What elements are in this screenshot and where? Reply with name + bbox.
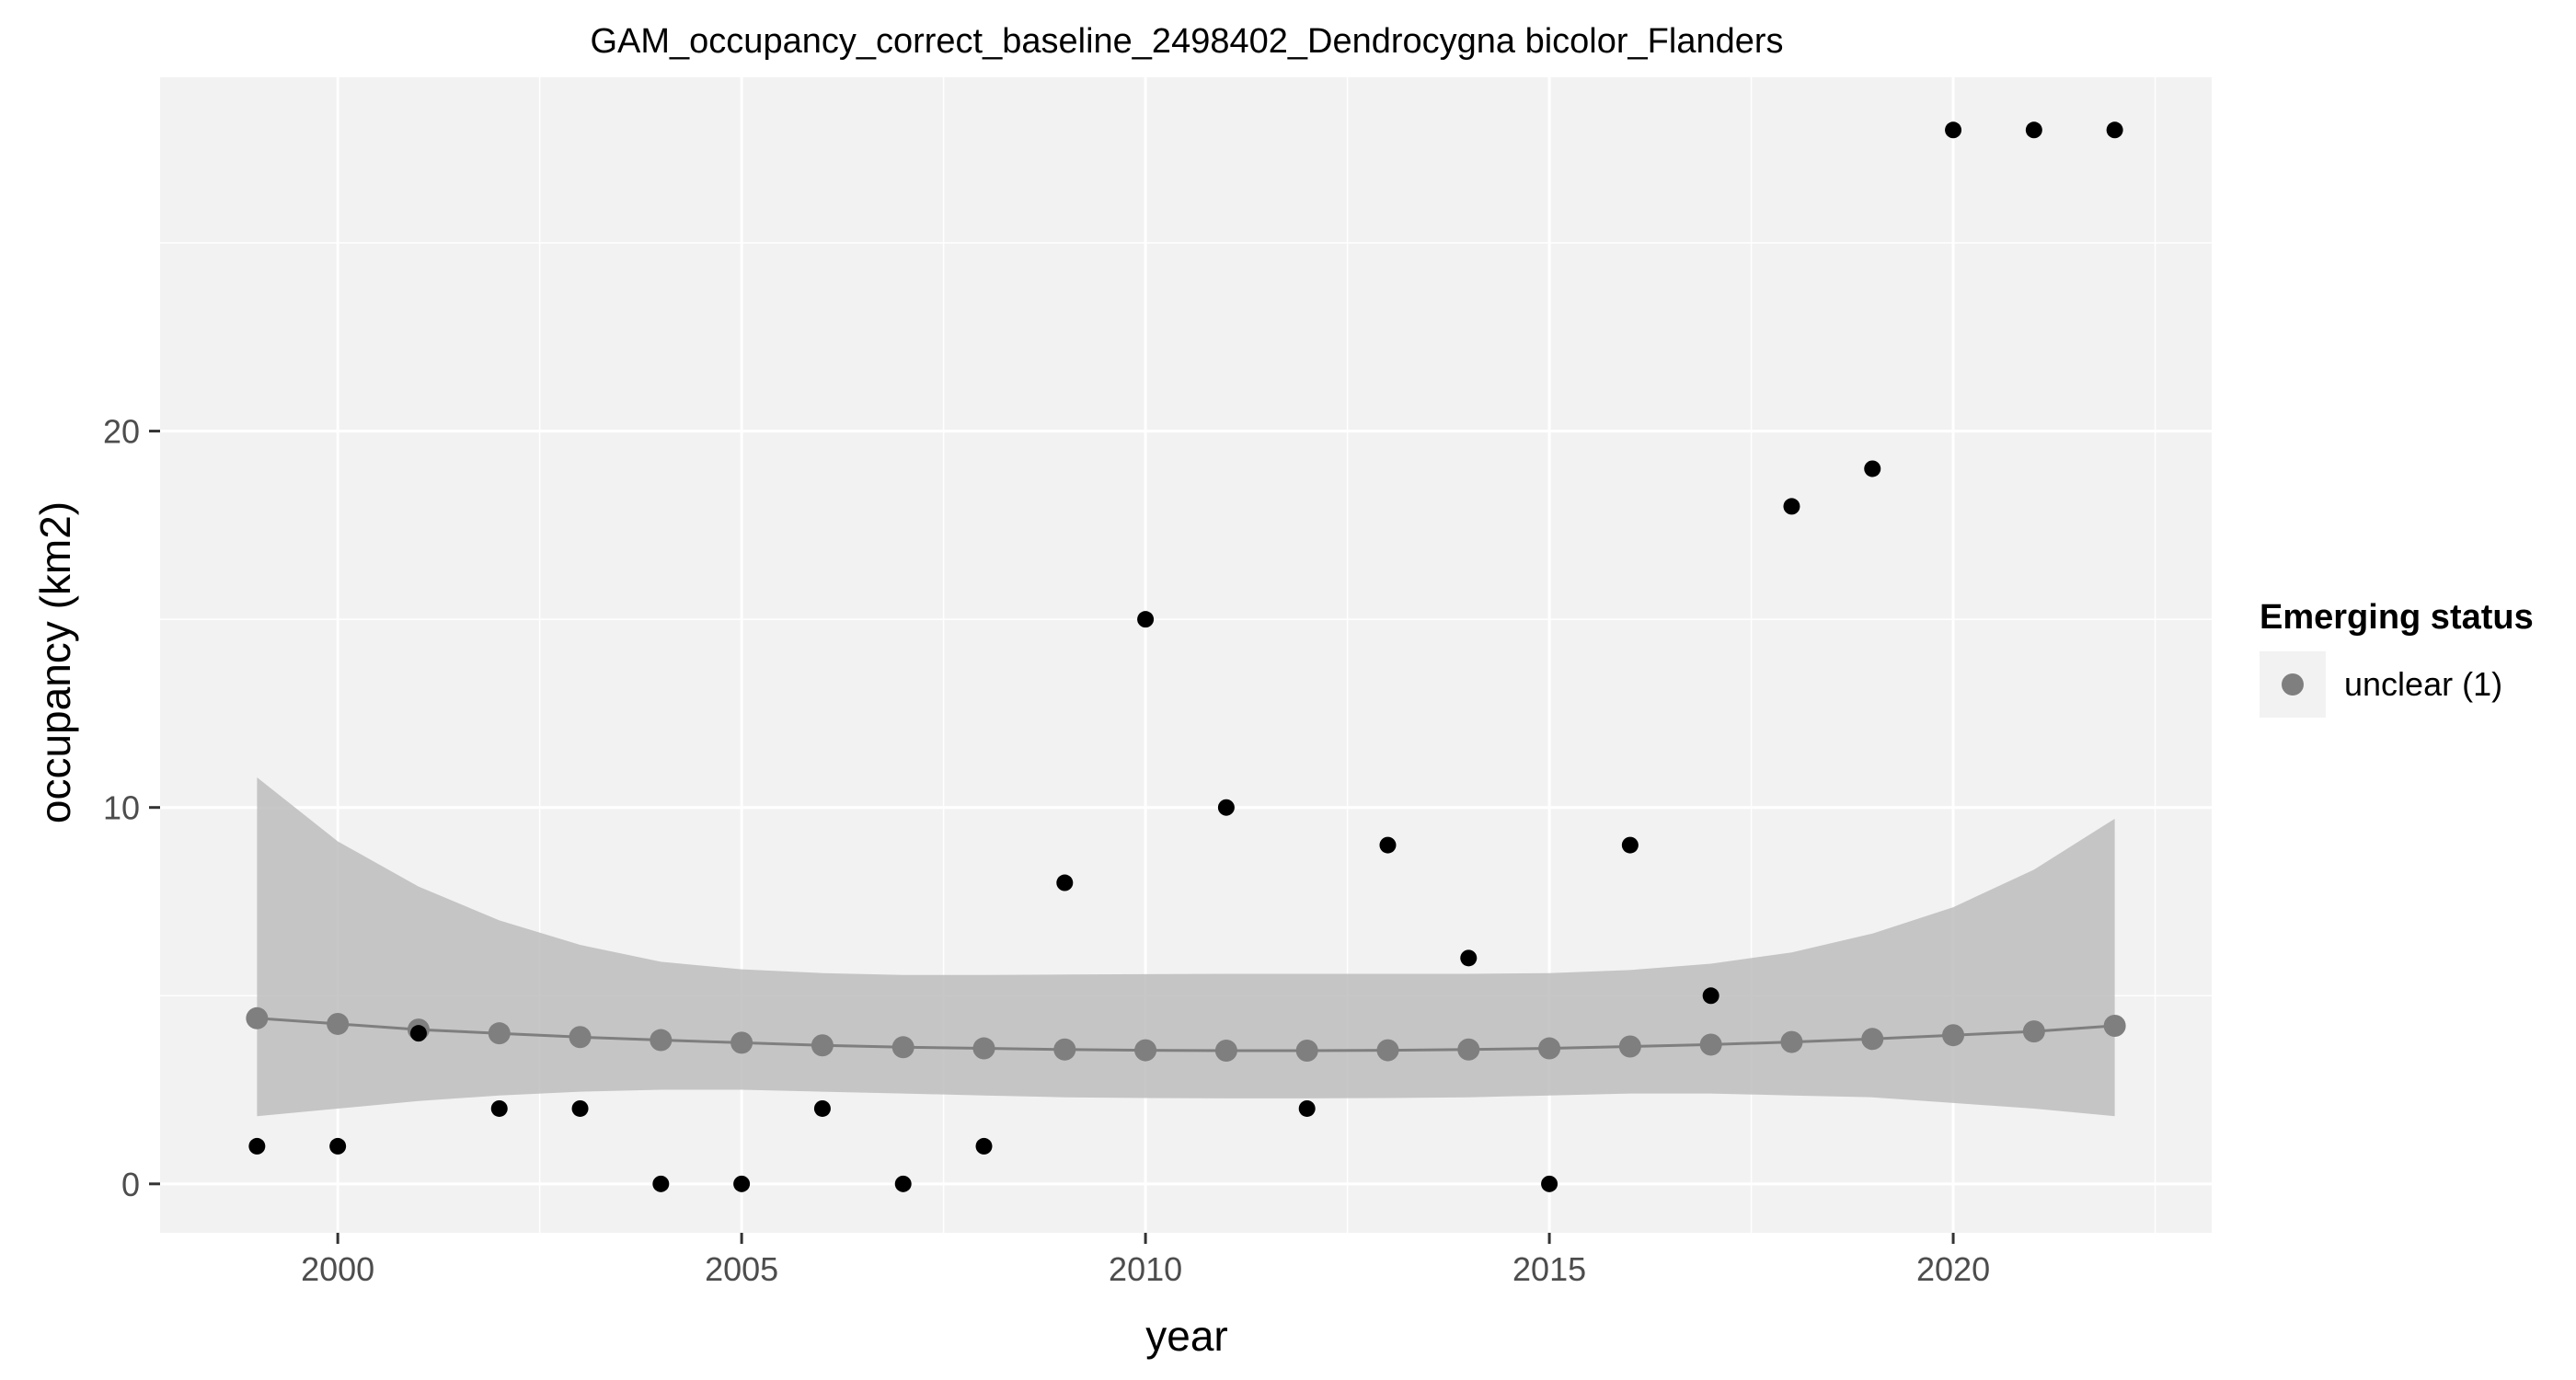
- observed-point: [1541, 1175, 1558, 1192]
- fit-point: [246, 1006, 269, 1029]
- observed-point: [2106, 121, 2123, 139]
- x-tick-label: 2015: [1512, 1250, 1586, 1288]
- fit-point: [1053, 1038, 1076, 1061]
- legend-key-marker: [2282, 673, 2304, 696]
- legend: Emerging status unclear (1): [2260, 598, 2534, 718]
- confidence-ribbon-group: [257, 777, 2115, 1117]
- fit-point: [1942, 1024, 1965, 1047]
- x-tick-label: 2000: [301, 1250, 374, 1288]
- observed-point: [1137, 611, 1155, 628]
- fit-point: [1861, 1028, 1884, 1051]
- legend-title: Emerging status: [2260, 598, 2534, 637]
- observed-points-group: [248, 121, 2123, 1192]
- x-axis-title: year: [1145, 1312, 1227, 1360]
- observed-point: [1298, 1099, 1316, 1117]
- fit-line: [257, 1017, 2115, 1052]
- chart-title: GAM_occupancy_correct_baseline_2498402_D…: [590, 22, 1783, 61]
- legend-label-unclear: unclear (1): [2344, 665, 2502, 703]
- observed-point: [1783, 498, 1800, 515]
- observed-point: [1379, 836, 1397, 854]
- y-axis-title: occupancy (km2): [31, 501, 79, 823]
- fit-point: [650, 1029, 673, 1052]
- fit-point: [1780, 1030, 1803, 1053]
- observed-point: [1702, 987, 1719, 1005]
- observed-point: [975, 1137, 993, 1155]
- observed-point: [894, 1175, 912, 1192]
- observed-point: [1460, 949, 1478, 967]
- observed-point: [1217, 799, 1235, 816]
- observed-point: [1621, 836, 1639, 854]
- fit-point: [1295, 1039, 1318, 1062]
- y-tick-label: 20: [103, 413, 140, 451]
- observed-point: [1864, 460, 1881, 477]
- y-tick-label: 0: [121, 1166, 140, 1203]
- fit-point: [1618, 1035, 1641, 1058]
- fit-series-group: [246, 1006, 2126, 1062]
- observed-point: [490, 1099, 508, 1117]
- fit-point: [1699, 1033, 1722, 1056]
- fit-point: [1134, 1039, 1157, 1062]
- fit-point: [1376, 1039, 1399, 1062]
- x-tick-label: 2020: [1916, 1250, 1990, 1288]
- fit-point: [811, 1034, 834, 1057]
- confidence-ribbon: [257, 777, 2115, 1117]
- observed-point: [733, 1175, 751, 1192]
- fit-point: [327, 1012, 350, 1035]
- observed-point: [1056, 874, 1074, 891]
- fit-point: [1214, 1039, 1237, 1062]
- fit-point: [1538, 1037, 1561, 1060]
- fit-point: [730, 1031, 753, 1054]
- observed-point: [409, 1025, 427, 1042]
- observed-point: [2025, 121, 2042, 139]
- x-tick-label: 2005: [705, 1250, 778, 1288]
- x-tick-label: 2010: [1109, 1250, 1182, 1288]
- axes: 2000 2005 2010 2015 2020 0 10 20: [103, 413, 1990, 1288]
- fit-point: [1457, 1038, 1480, 1061]
- fit-point: [488, 1022, 511, 1045]
- fit-point: [569, 1026, 592, 1049]
- fit-point: [891, 1036, 914, 1059]
- observed-point: [248, 1137, 266, 1155]
- observed-point: [1945, 121, 1962, 139]
- fit-point: [2022, 1020, 2045, 1043]
- y-tick-label: 10: [103, 789, 140, 827]
- fit-point: [972, 1037, 995, 1060]
- observed-point: [571, 1099, 589, 1117]
- observed-point: [813, 1099, 831, 1117]
- observed-point: [652, 1175, 670, 1192]
- observed-point: [329, 1137, 347, 1155]
- fit-point: [2103, 1014, 2126, 1037]
